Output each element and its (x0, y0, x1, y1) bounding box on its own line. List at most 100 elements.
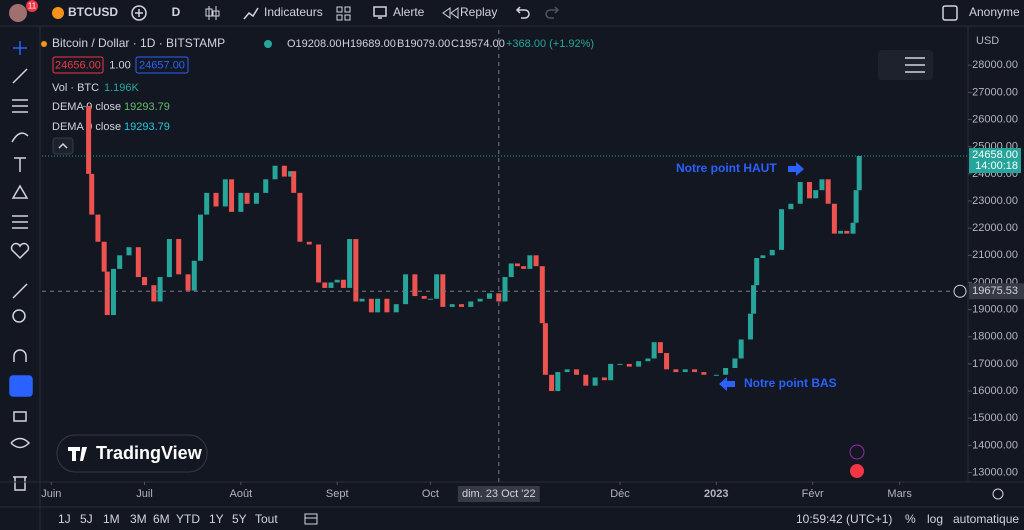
range-button[interactable]: 5Y (232, 512, 247, 526)
candle (322, 282, 328, 288)
collapse[interactable] (52, 137, 74, 155)
candle (353, 239, 359, 302)
candle (813, 190, 819, 199)
candle (747, 313, 753, 340)
candle (692, 369, 698, 373)
x-tick-label: Déc (610, 488, 630, 500)
crosshair-add[interactable] (953, 284, 967, 298)
user[interactable]: Anonyme (969, 5, 1020, 19)
settings[interactable] (992, 488, 1004, 500)
range-button[interactable]: Tout (255, 512, 278, 526)
range-button[interactable]: YTD (176, 512, 200, 526)
candle (539, 266, 545, 324)
candle (723, 367, 729, 375)
candle (340, 279, 346, 288)
percent[interactable]: % (905, 512, 916, 526)
dema1-value: 19293.79 (124, 101, 170, 113)
candle (592, 377, 598, 386)
candle (204, 192, 210, 215)
replay-icon (442, 7, 459, 19)
candle (673, 369, 679, 373)
date-range[interactable] (304, 513, 318, 525)
add-symbol[interactable] (131, 5, 147, 21)
legend-change: +368.00 (+1.92%) (506, 38, 594, 50)
candle (458, 304, 464, 307)
y-tick-label: 23000.00 (972, 195, 1018, 207)
last-price-box (969, 148, 1021, 174)
range-button[interactable]: 6M (153, 512, 170, 526)
candle (636, 361, 642, 367)
candle (403, 274, 409, 305)
candle (788, 203, 794, 210)
indicators[interactable]: Indicateurs (264, 5, 323, 19)
candle (564, 369, 570, 373)
candle (86, 106, 92, 174)
events-icon[interactable] (849, 444, 865, 460)
logo-box (56, 434, 208, 473)
candle (288, 171, 294, 177)
candle (468, 301, 474, 307)
layouts[interactable] (336, 6, 351, 21)
undo[interactable] (515, 6, 530, 19)
currency[interactable]: USD (976, 35, 999, 47)
candle (110, 268, 116, 316)
candle (213, 192, 219, 207)
candle (760, 255, 766, 259)
candle (601, 377, 607, 381)
range-button[interactable]: 5J (80, 512, 93, 526)
sell[interactable]: 24656.00 (55, 59, 101, 71)
symbol[interactable]: BTCUSD (68, 5, 118, 19)
annotation-low: Notre point BAS (744, 376, 837, 390)
chart-type[interactable] (205, 6, 220, 20)
y-tick-label: 14000.00 (972, 439, 1018, 451)
crosshair-date: dim. 23 Oct '22 (462, 488, 536, 500)
interval[interactable]: D (172, 5, 181, 19)
y-tick-label: 18000.00 (972, 331, 1018, 343)
auto[interactable]: automatique (953, 512, 1019, 526)
buy-box[interactable] (135, 56, 189, 74)
range-button[interactable]: 1J (58, 512, 71, 526)
candle (104, 271, 110, 316)
sell-box[interactable] (52, 56, 104, 74)
y-tick-label: 17000.00 (972, 358, 1018, 370)
logo-mark (68, 447, 87, 461)
legend-title: Bitcoin / Dollar · 1D · BITSTAMP (52, 36, 225, 50)
candle (555, 372, 561, 392)
checkbox[interactable] (942, 5, 958, 21)
candle (272, 165, 278, 180)
buy[interactable]: 24657.00 (139, 59, 185, 71)
log[interactable]: log (927, 512, 943, 526)
candle (608, 363, 614, 381)
range-button[interactable]: 1M (103, 512, 120, 526)
btc-icon (52, 7, 64, 19)
candle (549, 374, 555, 392)
drawing-tools[interactable] (9, 41, 33, 491)
legend-open: O19208.00 (287, 38, 341, 50)
candle (334, 279, 340, 283)
spread: 1.00 (109, 59, 130, 71)
avatar[interactable] (9, 4, 27, 22)
candle (166, 239, 172, 278)
x-tick-label: Sept (326, 488, 349, 500)
candle (769, 249, 775, 256)
candle (384, 298, 390, 313)
candle (440, 274, 446, 307)
legend-dot (41, 41, 47, 47)
range-button[interactable]: 3M (130, 512, 147, 526)
candle (412, 274, 418, 297)
candle (838, 230, 844, 234)
candle (306, 241, 312, 245)
candle (825, 179, 831, 204)
redo[interactable] (545, 6, 560, 19)
arrow-low (719, 377, 735, 391)
range-button[interactable]: 1Y (209, 512, 224, 526)
candle (142, 277, 148, 286)
candle (101, 241, 107, 272)
alert[interactable]: Alerte (393, 5, 425, 19)
x-tick-label: Août (230, 488, 253, 500)
replay[interactable]: Replay (460, 5, 497, 19)
candle (856, 156, 862, 191)
economy-icon[interactable] (850, 464, 864, 478)
candle (797, 182, 803, 204)
